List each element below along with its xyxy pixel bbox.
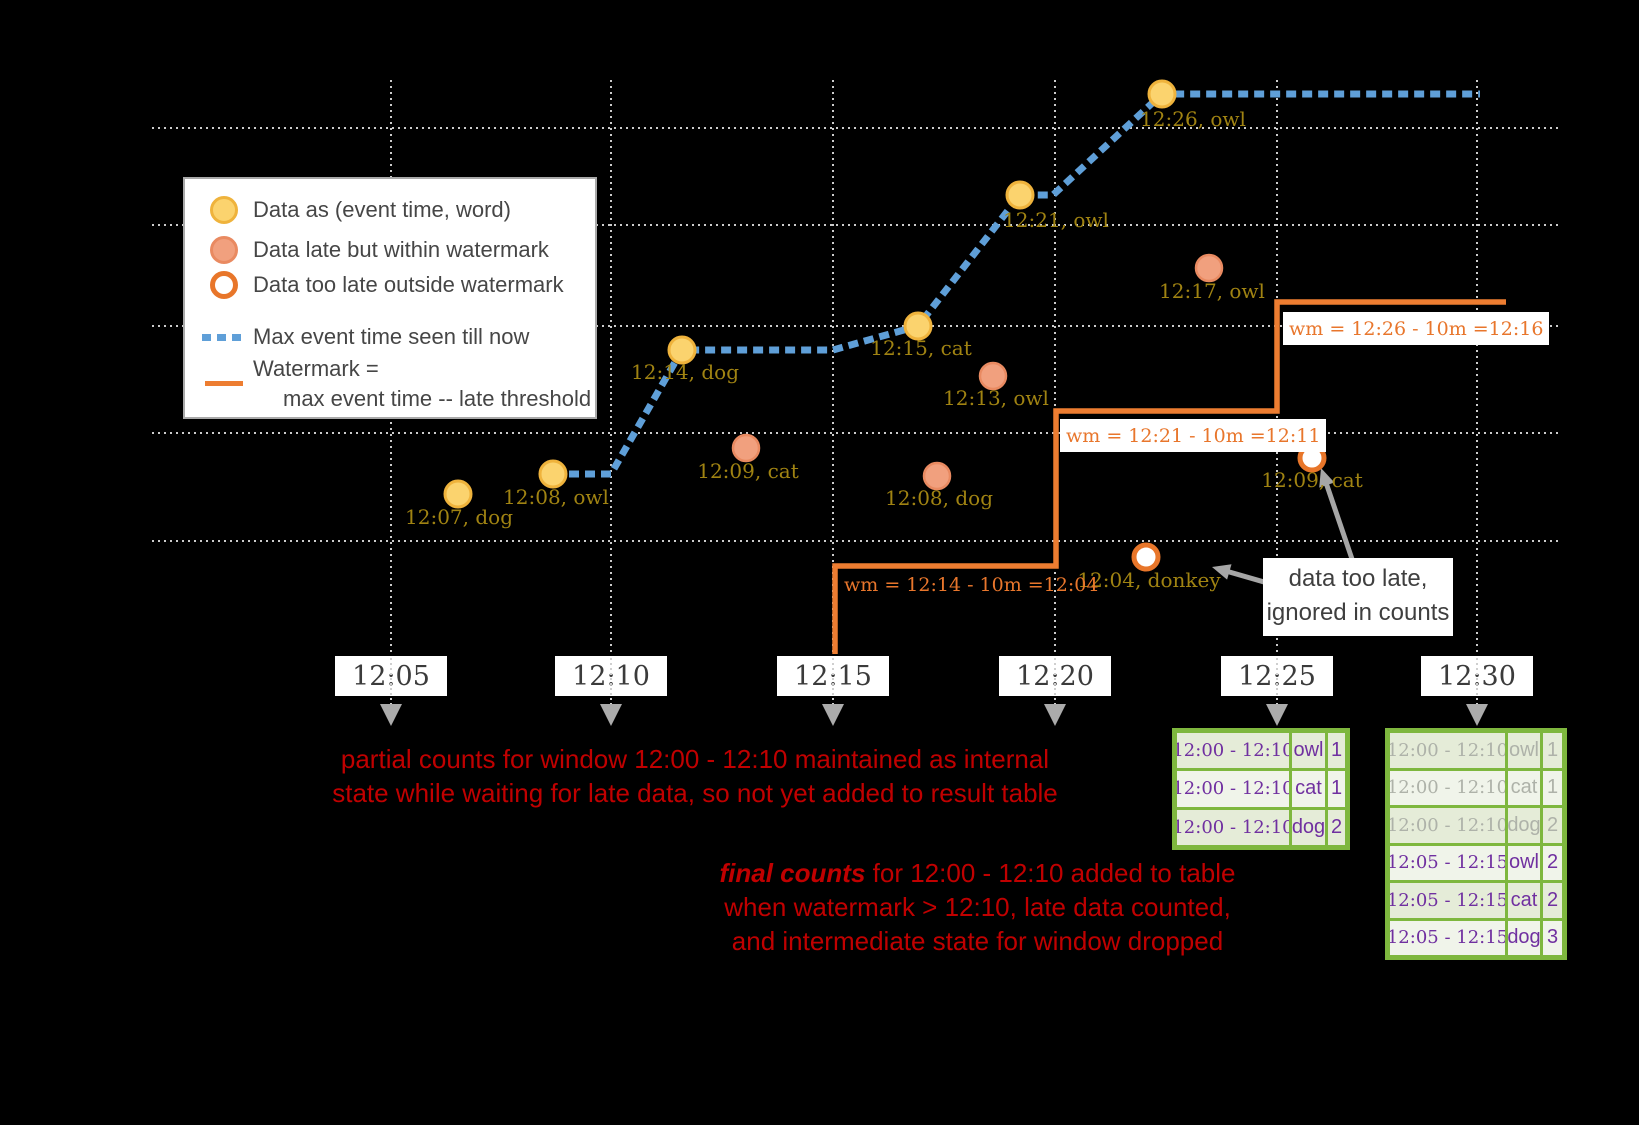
legend-label: Watermark =: [253, 356, 379, 381]
note-line: when watermark > 12:10, late data counte…: [724, 892, 1231, 922]
axis-arrowhead: [1466, 704, 1488, 726]
orange-line-icon: [195, 367, 253, 386]
axis-arrowhead: [600, 704, 622, 726]
legend-label: Data late but within watermark: [253, 237, 549, 262]
final-counts-emphasis: final counts: [719, 858, 866, 888]
legend-item-late: Data late but within watermark: [195, 235, 549, 265]
data-point-ontime: [903, 311, 933, 341]
callout-line: data too late,: [1288, 565, 1428, 592]
legend-label: Data as (event time, word): [253, 197, 511, 222]
callout-arrowhead: [1212, 564, 1232, 580]
callout-arrowhead: [1319, 468, 1335, 488]
late-dot-icon: [195, 236, 253, 264]
legend: Data as (event time, word) Data late but…: [183, 177, 597, 419]
legend-item-toolate: Data too late outside watermark: [195, 270, 564, 300]
axis-arrowhead: [380, 704, 402, 726]
axis-arrowhead: [822, 704, 844, 726]
axis-arrowhead: [1044, 704, 1066, 726]
note-line: partial counts for window 12:00 - 12:10 …: [340, 744, 1050, 774]
note-line: and intermediate state for window droppe…: [731, 926, 1224, 956]
axis-arrowhead: [1266, 704, 1288, 726]
data-point-toolate: [1131, 542, 1161, 572]
data-point-late: [922, 461, 952, 491]
legend-item-max-event-time: Max event time seen till now: [195, 322, 529, 352]
legend-item-watermark-line2: max event time -- late threshold: [283, 384, 591, 414]
callout-arrow: [1321, 476, 1355, 560]
data-point-late: [978, 361, 1008, 391]
too-late-callout: data too late, ignored in counts: [1263, 558, 1453, 636]
legend-label: max event time -- late threshold: [283, 386, 592, 411]
data-point-ontime: [443, 479, 473, 509]
note-line: state while waiting for late data, so no…: [332, 778, 1058, 808]
note-line: final counts for 12:00 - 12:10 added to …: [719, 858, 1236, 888]
callout-line: ignored in counts: [1266, 599, 1450, 626]
note-partial-counts: partial counts for window 12:00 - 12:10 …: [280, 742, 1110, 810]
data-point-late: [731, 433, 761, 463]
too-late-ring-icon: [195, 271, 253, 299]
legend-item-watermark: Watermark =: [195, 354, 379, 386]
data-point-toolate: [1297, 443, 1327, 473]
data-point-ontime: [667, 335, 697, 365]
legend-label: Max event time seen till now: [253, 324, 530, 349]
ontime-dot-icon: [195, 196, 253, 224]
data-point-ontime: [538, 459, 568, 489]
max-event-time-line: [553, 90, 1480, 478]
watermark-line: [832, 299, 1506, 654]
data-point-ontime: [1147, 79, 1177, 109]
legend-label: Data too late outside watermark: [253, 272, 564, 297]
blue-dashed-line-icon: [195, 333, 253, 341]
legend-item-ontime: Data as (event time, word): [195, 195, 511, 225]
data-point-late: [1194, 253, 1224, 283]
data-point-ontime: [1005, 180, 1035, 210]
note-final-counts: final counts for 12:00 - 12:10 added to …: [705, 856, 1250, 958]
